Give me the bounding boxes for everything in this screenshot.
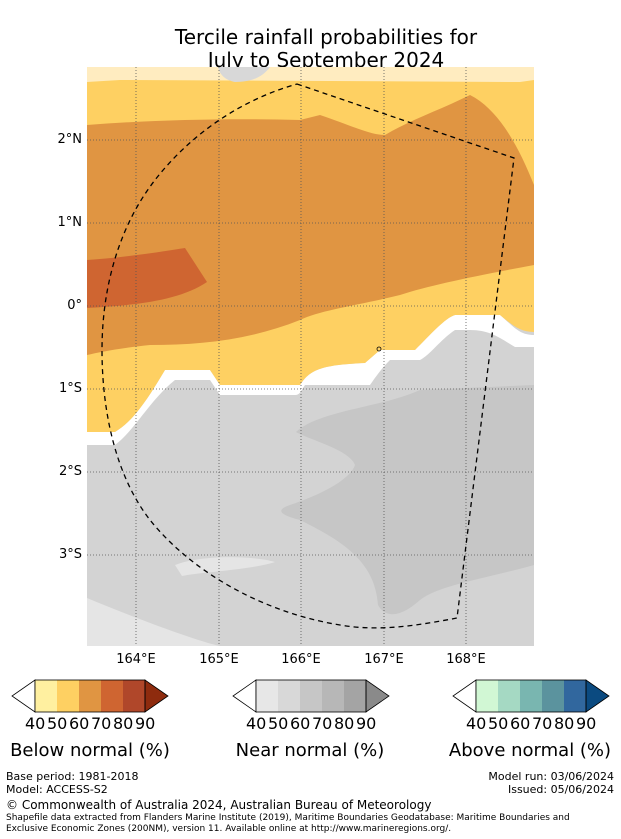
lat-label-2n: 2°N [57, 132, 83, 147]
eez-boundary [101, 83, 515, 629]
chart-title-line2: July to September 2024 [207, 48, 445, 72]
lon-label-166e: 166°E [281, 652, 321, 667]
lon-label-168e: 168°E [446, 652, 486, 667]
lat-label-1n: 1°N [57, 215, 83, 230]
near-tick-60: 60 [290, 714, 311, 733]
shapefile-credit-line1: Shapefile data extracted from Flanders M… [6, 813, 570, 823]
below-tick-40: 40 [25, 714, 46, 733]
chart-title-line1: Tercile rainfall probabilities for [174, 25, 478, 49]
issued-date: Issued: 05/06/2024 [507, 783, 614, 796]
above-tick-40: 40 [466, 714, 487, 733]
legend-near-title: Near normal (%) [235, 740, 385, 761]
above-tick-50: 50 [488, 714, 509, 733]
light-grey-patch [175, 557, 275, 576]
model-name: Model: ACCESS-S2 [6, 783, 108, 796]
white-band [87, 315, 534, 445]
below-60-region [87, 95, 534, 355]
island-marker [376, 346, 382, 352]
model-run-date: Model run: 03/06/2024 [488, 770, 614, 783]
below-tick-60: 60 [69, 714, 90, 733]
pale-grey-region [87, 598, 220, 646]
dark-grey-region [281, 385, 534, 615]
below-tick-90: 90 [135, 714, 156, 733]
legend-above-bar [452, 679, 610, 713]
base-period: Base period: 1981-2018 [6, 770, 139, 783]
lat-label-0: 0° [67, 298, 82, 313]
above-tick-80: 80 [554, 714, 575, 733]
below-tick-50: 50 [47, 714, 68, 733]
copyright-notice: © Commonwealth of Australia 2024, Austra… [6, 798, 432, 812]
legend-near-bar [232, 679, 390, 713]
legend-above-title: Above normal (%) [448, 740, 612, 761]
legend-below-bar [11, 679, 169, 713]
lat-label-2s: 2°S [58, 464, 82, 479]
above-tick-70: 70 [532, 714, 553, 733]
lat-label-3s: 3°S [58, 547, 82, 562]
below-tick-70: 70 [91, 714, 112, 733]
near-tick-70: 70 [312, 714, 333, 733]
below-tick-80: 80 [113, 714, 134, 733]
shapefile-credit-line2: Exclusive Economic Zones (200NM), versio… [6, 824, 452, 834]
lon-label-165e: 165°E [199, 652, 239, 667]
near-tick-40: 40 [246, 714, 267, 733]
near-tick-50: 50 [268, 714, 289, 733]
lon-label-167e: 167°E [364, 652, 404, 667]
below-70-region [87, 248, 207, 308]
lon-label-164e: 164°E [116, 652, 156, 667]
near-tick-80: 80 [334, 714, 355, 733]
lat-label-1s: 1°S [58, 381, 82, 396]
near-tick-90: 90 [356, 714, 377, 733]
above-tick-60: 60 [510, 714, 531, 733]
grey-top-blob [218, 67, 270, 82]
white-strip-top [87, 67, 534, 82]
legend-below-title: Below normal (%) [10, 740, 170, 761]
above-tick-90: 90 [576, 714, 597, 733]
